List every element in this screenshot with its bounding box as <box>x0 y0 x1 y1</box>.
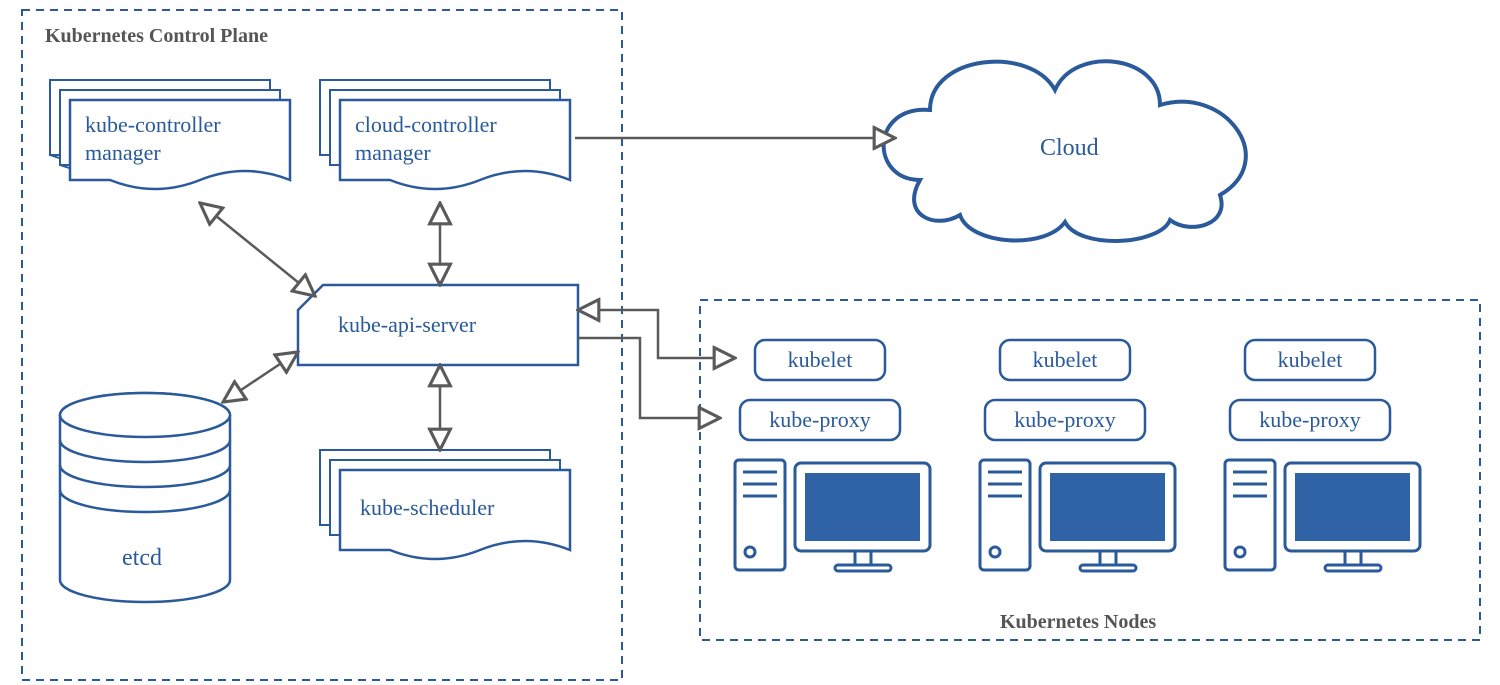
svg-text:kube-scheduler: kube-scheduler <box>360 495 495 520</box>
kubelet-label: kubelet <box>788 347 853 372</box>
kube-controller-manager: kube-controller manager <box>50 80 290 189</box>
svg-text:manager: manager <box>355 140 431 165</box>
kube-scheduler: kube-scheduler <box>320 450 570 559</box>
svg-text:cloud-controller: cloud-controller <box>355 112 497 137</box>
etcd-datastore: etcd <box>60 393 230 602</box>
computer-icon <box>1225 460 1420 571</box>
kubelet-label: kubelet <box>1278 347 1343 372</box>
kube-proxy-label: kube-proxy <box>1014 407 1115 432</box>
nodes-panel-title: Kubernetes Nodes <box>1000 611 1156 633</box>
control-plane-title: Kubernetes Control Plane <box>45 25 268 47</box>
kube-proxy-label: kube-proxy <box>1259 407 1360 432</box>
cloud-controller-manager: cloud-controller manager <box>320 80 570 189</box>
svg-text:kube-api-server: kube-api-server <box>338 312 477 337</box>
svg-text:Cloud: Cloud <box>1040 135 1099 161</box>
cloud: Cloud <box>884 61 1246 241</box>
worker-node: kubelet kube-proxy <box>1225 340 1420 571</box>
svg-text:manager: manager <box>85 140 161 165</box>
computer-icon <box>735 460 930 571</box>
svg-text:etcd: etcd <box>122 545 162 571</box>
worker-node: kubelet kube-proxy <box>980 340 1175 571</box>
kubelet-label: kubelet <box>1033 347 1098 372</box>
computer-icon <box>980 460 1175 571</box>
kube-api-server: kube-api-server <box>298 285 578 365</box>
worker-node: kubelet kube-proxy <box>735 340 930 571</box>
svg-text:kube-controller: kube-controller <box>85 112 221 137</box>
kube-proxy-label: kube-proxy <box>769 407 870 432</box>
